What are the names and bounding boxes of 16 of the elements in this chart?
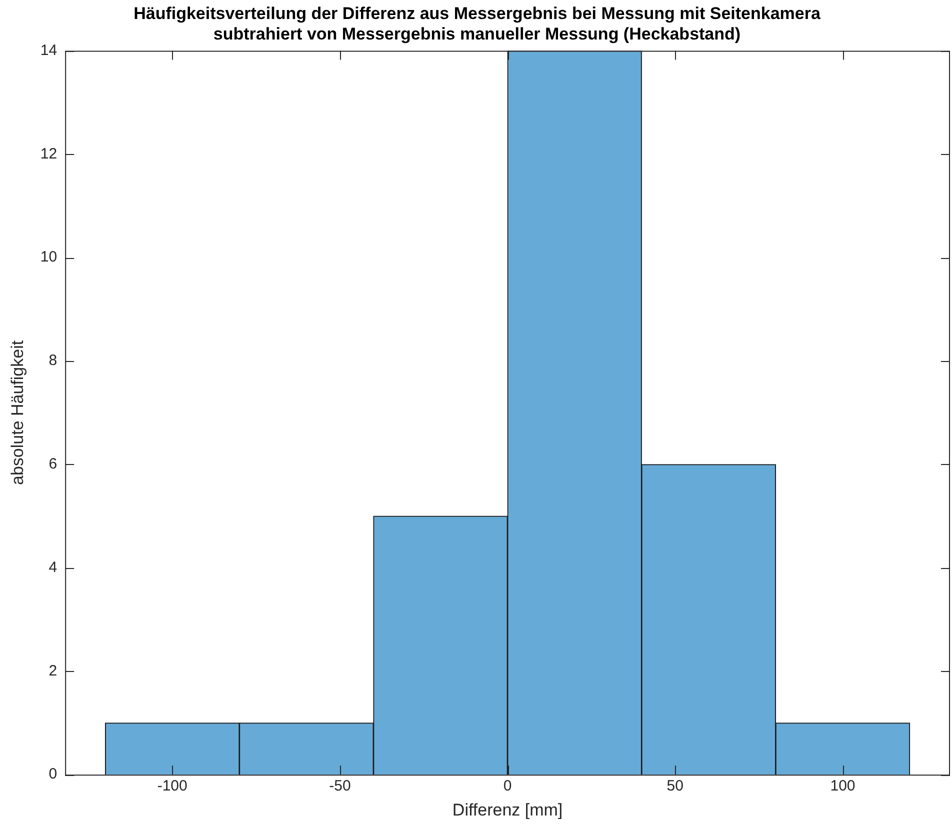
x-tick-label: 0 [503,778,512,795]
y-tick-label: 8 [48,352,58,370]
x-tick-label: 100 [830,778,856,795]
y-tick-label: 0 [48,766,58,783]
x-tick-label: 50 [666,778,684,795]
x-tick-label: -50 [329,778,351,795]
x-tick-label: -100 [157,778,188,795]
y-tick-label: 2 [48,662,58,680]
y-tick-label: 12 [40,145,58,162]
y-tick-label: 10 [40,248,58,266]
y-tick-label: 6 [48,456,58,473]
y-axis-title: absolute Häufigkeit [8,340,27,485]
x-axis-title: Differenz [mm] [452,800,563,820]
y-tick-label: 4 [48,558,58,576]
y-tick-label: 14 [40,42,58,59]
chart-title: Häufigkeitsverteilung der Differenz aus Messergebnis bei Messung mit Seitenkamera subtrahiert von Messergebnis manueller Messung (Heckabstand) [134,4,821,44]
